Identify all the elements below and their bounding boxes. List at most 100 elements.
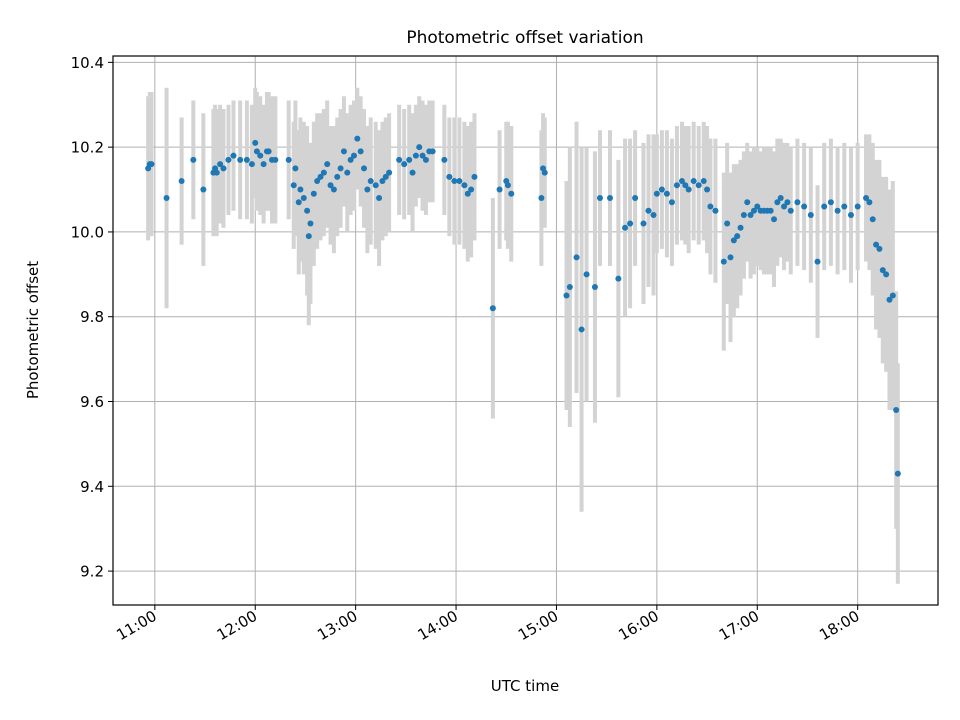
data-point — [464, 190, 471, 197]
data-point — [685, 186, 692, 193]
data-point — [866, 199, 873, 206]
data-point — [257, 152, 264, 159]
data-point — [690, 178, 697, 185]
data-point — [382, 173, 389, 180]
x-tick-label: 15:00 — [515, 607, 561, 644]
data-point — [663, 190, 670, 197]
errorbar-layer — [146, 87, 900, 584]
data-point — [379, 178, 386, 185]
data-point — [220, 165, 227, 172]
data-point — [781, 203, 788, 210]
data-point — [489, 305, 496, 312]
data-point — [787, 207, 794, 214]
data-point — [596, 195, 603, 202]
y-tick-label: 9.2 — [80, 563, 104, 581]
data-point — [237, 156, 244, 163]
x-tick-label: 18:00 — [816, 607, 862, 644]
data-point — [747, 211, 754, 218]
data-point — [419, 152, 426, 159]
point-layer — [145, 135, 901, 477]
x-axis: 11:00 12:00 13:00 14:00 15:00 16:00 17:00 18:00 — [113, 605, 863, 644]
data-point — [886, 296, 893, 303]
data-point — [538, 195, 545, 202]
data-point — [834, 207, 841, 214]
data-point — [563, 292, 570, 299]
data-point — [357, 148, 364, 155]
data-point — [541, 169, 548, 176]
data-point — [416, 144, 423, 151]
data-point — [615, 275, 622, 282]
data-point — [658, 186, 665, 193]
data-point — [650, 211, 657, 218]
y-tick-label: 10.2 — [71, 139, 104, 157]
plot-frame — [112, 55, 939, 606]
data-point — [295, 199, 302, 206]
data-point — [367, 178, 374, 185]
data-point — [876, 245, 883, 252]
data-point — [350, 152, 357, 159]
data-point — [774, 199, 781, 206]
data-point — [344, 169, 351, 176]
data-point — [883, 271, 890, 278]
chart-title: Photometric offset variation — [406, 28, 643, 48]
data-point — [847, 211, 854, 218]
data-point — [401, 161, 408, 168]
x-tick-label: 11:00 — [113, 607, 159, 644]
data-point — [794, 199, 801, 206]
data-point — [260, 161, 267, 168]
data-point — [566, 284, 573, 291]
data-point — [300, 195, 307, 202]
data-point — [737, 224, 744, 231]
data-point — [190, 156, 197, 163]
y-tick-label: 10.4 — [71, 54, 104, 72]
data-point — [591, 284, 598, 291]
data-point — [814, 258, 821, 265]
data-point — [707, 203, 714, 210]
x-tick-label: 17:00 — [716, 607, 762, 644]
data-point — [801, 203, 808, 210]
data-point — [468, 186, 475, 193]
data-point — [148, 161, 155, 168]
data-point — [841, 203, 848, 210]
x-tick-label: 14:00 — [415, 607, 461, 644]
data-point — [827, 199, 834, 206]
data-point — [422, 156, 429, 163]
data-point — [252, 139, 259, 146]
data-point — [695, 182, 702, 189]
data-point — [734, 233, 741, 240]
data-point — [807, 211, 814, 218]
data-point — [330, 186, 337, 193]
data-point — [627, 220, 634, 227]
data-point — [750, 207, 757, 214]
data-point — [583, 271, 590, 278]
x-tick-label: 12:00 — [214, 607, 260, 644]
x-axis-label: UTC time — [491, 677, 559, 695]
data-point — [730, 237, 737, 244]
data-point — [777, 195, 784, 202]
data-point — [607, 195, 614, 202]
data-point — [863, 195, 870, 202]
data-point — [429, 148, 436, 155]
data-point — [771, 216, 778, 223]
data-point — [700, 178, 707, 185]
data-point — [248, 161, 255, 168]
y-tick-label: 9.6 — [80, 393, 104, 411]
data-point — [441, 156, 448, 163]
data-point — [340, 148, 347, 155]
data-point — [217, 161, 224, 168]
data-point — [461, 182, 468, 189]
data-point — [230, 152, 237, 159]
data-point — [307, 220, 314, 227]
data-point — [727, 254, 734, 261]
data-point — [879, 267, 886, 274]
data-point — [740, 211, 747, 218]
y-tick-label: 10.0 — [71, 223, 104, 241]
data-point — [225, 156, 232, 163]
data-point — [347, 156, 354, 163]
data-point — [406, 156, 413, 163]
data-point — [334, 173, 341, 180]
data-point — [317, 173, 324, 180]
y-tick-label: 9.8 — [80, 308, 104, 326]
data-point — [446, 173, 453, 180]
